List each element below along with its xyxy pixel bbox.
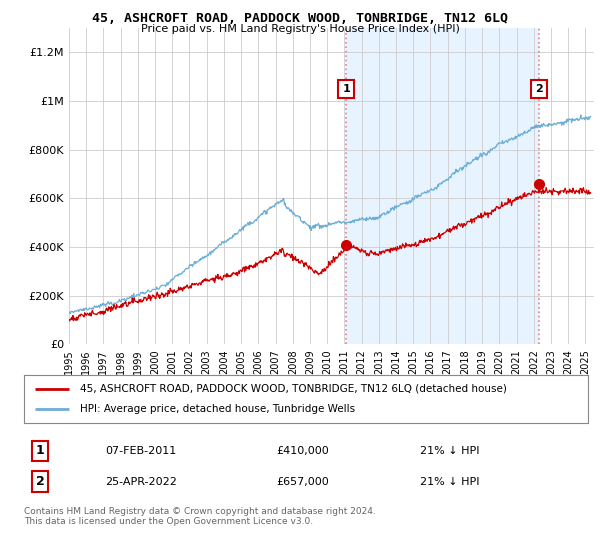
Text: 21% ↓ HPI: 21% ↓ HPI bbox=[420, 446, 479, 456]
Text: Price paid vs. HM Land Registry's House Price Index (HPI): Price paid vs. HM Land Registry's House … bbox=[140, 24, 460, 34]
Text: HPI: Average price, detached house, Tunbridge Wells: HPI: Average price, detached house, Tunb… bbox=[80, 404, 356, 414]
Text: 2: 2 bbox=[36, 475, 44, 488]
Text: 1: 1 bbox=[342, 84, 350, 94]
Text: 21% ↓ HPI: 21% ↓ HPI bbox=[420, 477, 479, 487]
Text: Contains HM Land Registry data © Crown copyright and database right 2024.
This d: Contains HM Land Registry data © Crown c… bbox=[24, 507, 376, 526]
Text: 25-APR-2022: 25-APR-2022 bbox=[105, 477, 177, 487]
Bar bbox=[346, 28, 539, 344]
Text: 45, ASHCROFT ROAD, PADDOCK WOOD, TONBRIDGE, TN12 6LQ (detached house): 45, ASHCROFT ROAD, PADDOCK WOOD, TONBRID… bbox=[80, 384, 507, 394]
Text: 07-FEB-2011: 07-FEB-2011 bbox=[105, 446, 176, 456]
Text: 45, ASHCROFT ROAD, PADDOCK WOOD, TONBRIDGE, TN12 6LQ: 45, ASHCROFT ROAD, PADDOCK WOOD, TONBRID… bbox=[92, 12, 508, 25]
Text: 1: 1 bbox=[36, 444, 44, 458]
Text: £657,000: £657,000 bbox=[276, 477, 329, 487]
Text: £410,000: £410,000 bbox=[276, 446, 329, 456]
Text: 2: 2 bbox=[535, 84, 543, 94]
